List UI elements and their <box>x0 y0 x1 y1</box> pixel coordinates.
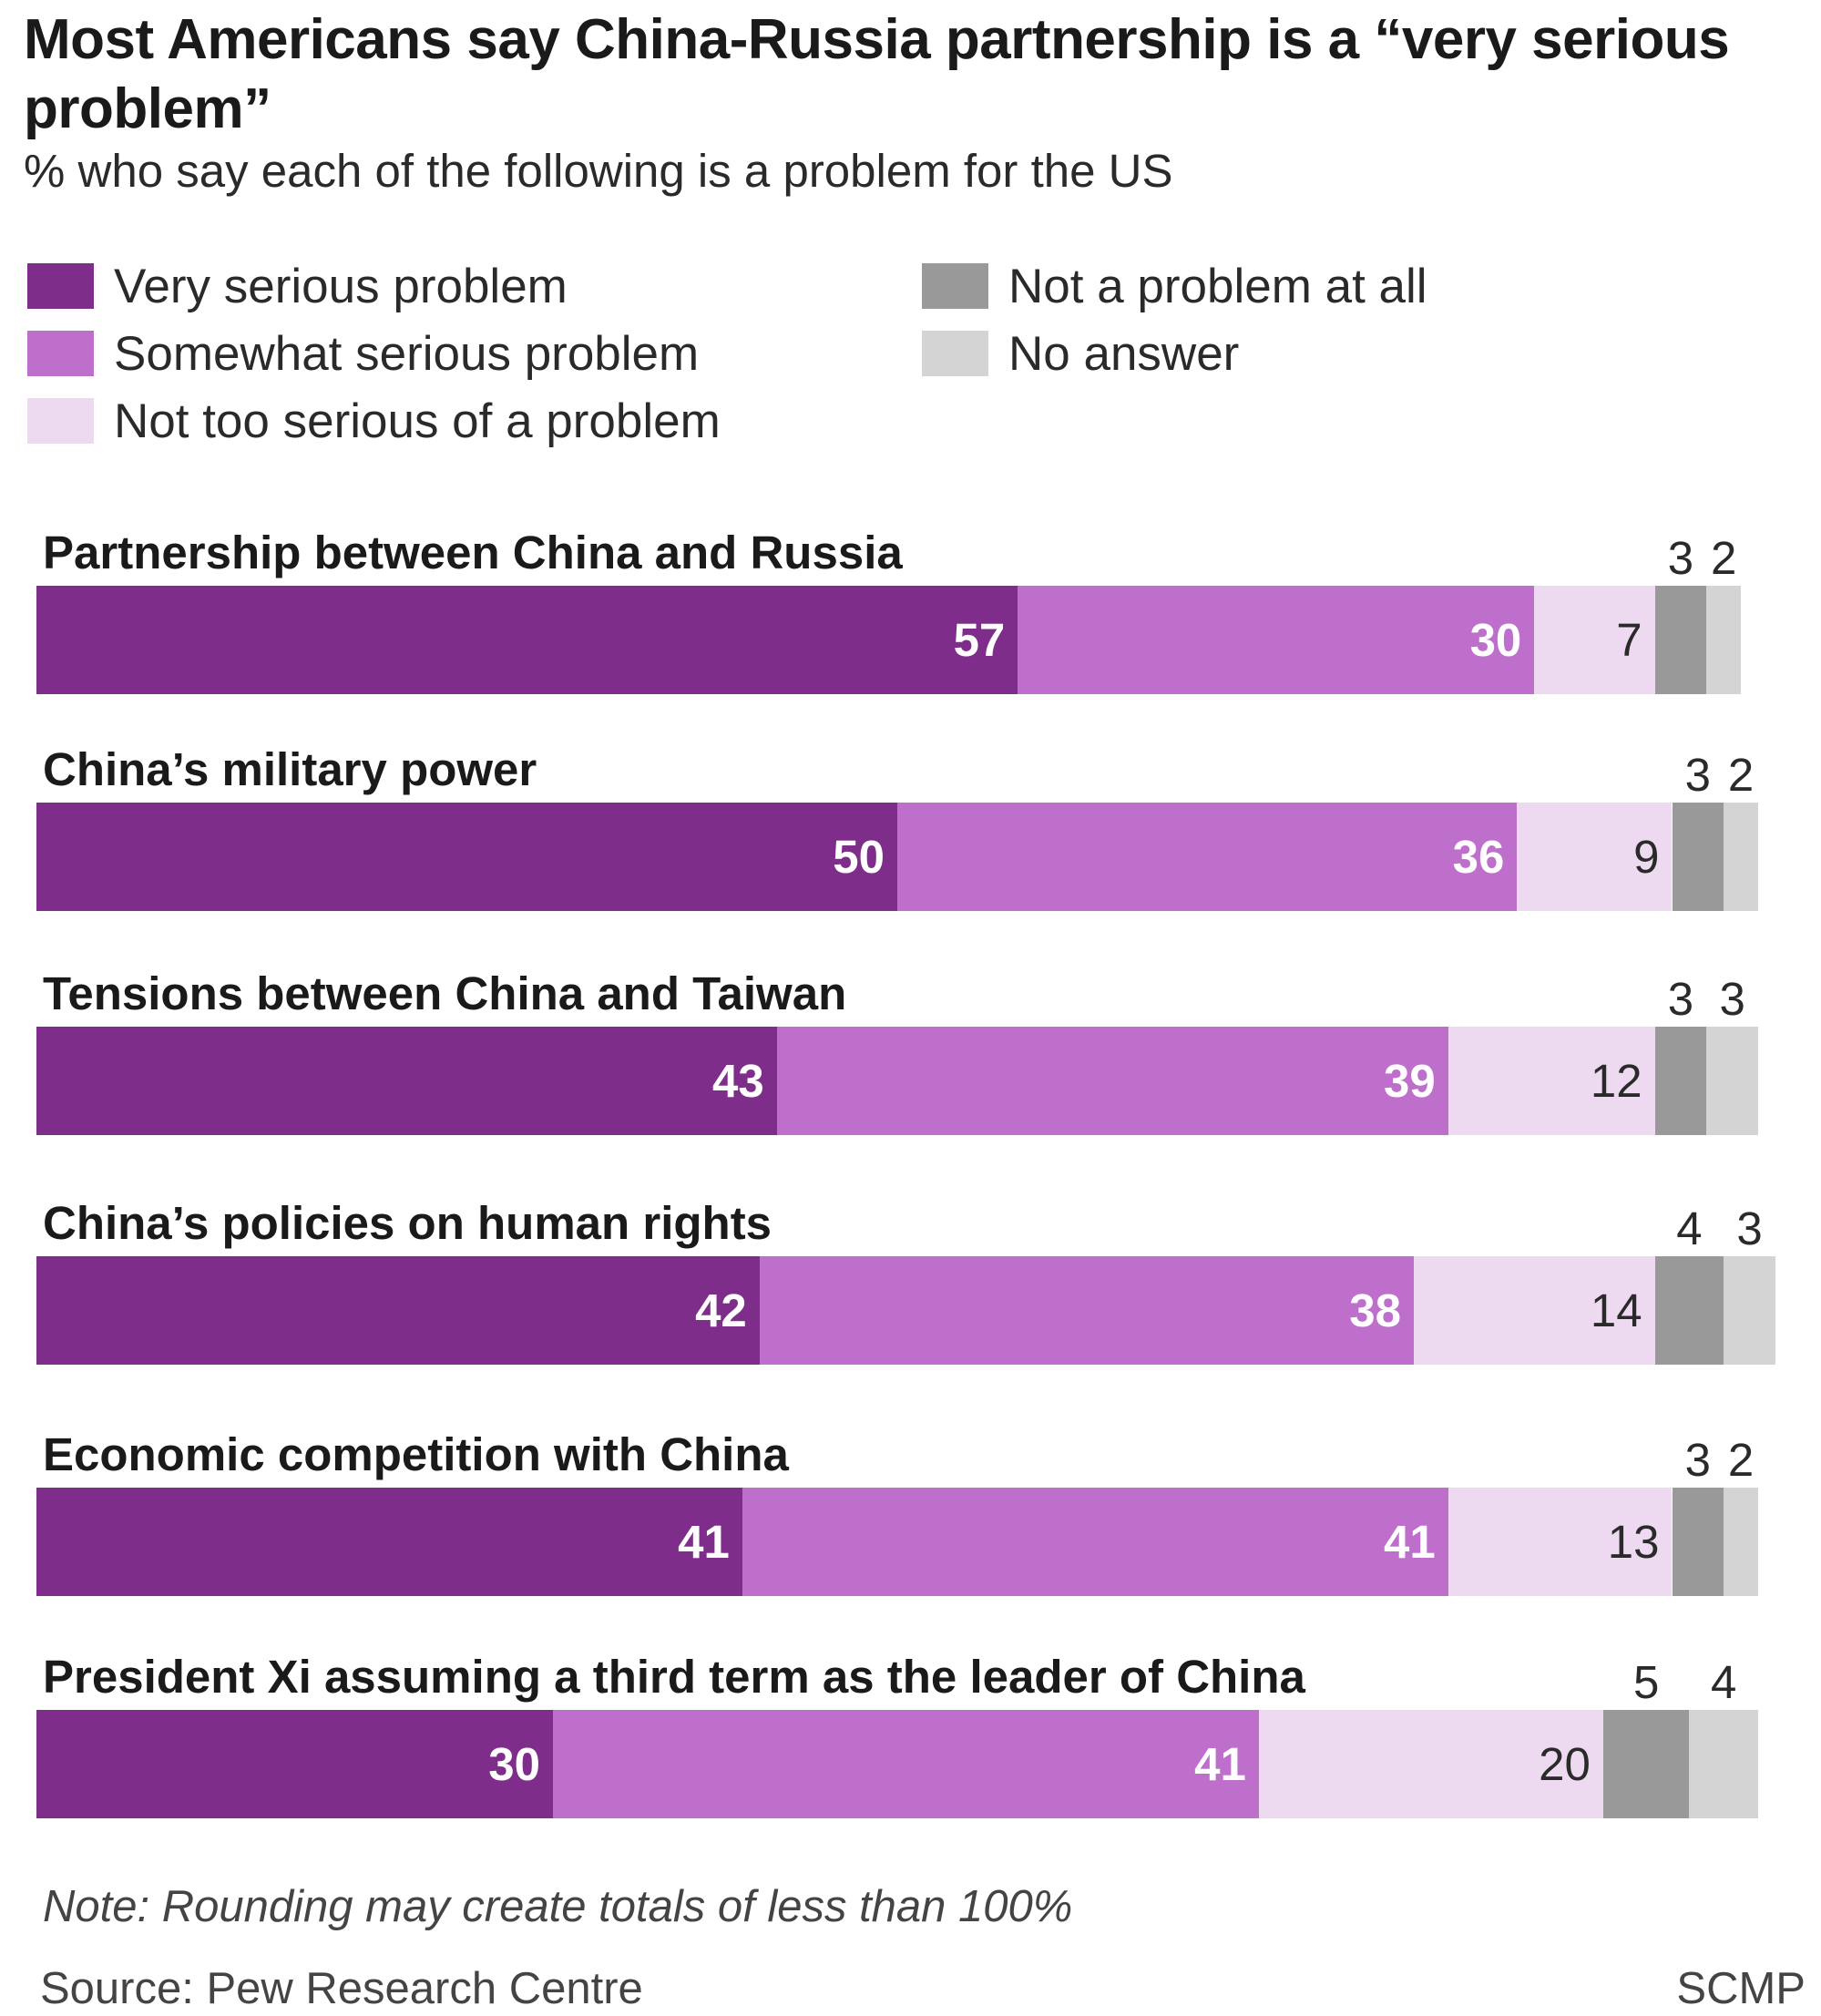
legend-swatch <box>922 263 988 309</box>
data-label: 30 <box>1469 614 1522 666</box>
legend-swatch <box>922 331 988 376</box>
data-label: 12 <box>1590 1055 1642 1107</box>
data-label: 39 <box>1384 1055 1436 1107</box>
bar-segment: 38 <box>759 1256 1414 1365</box>
bar-segment: 12 <box>1448 1027 1655 1135</box>
bar-segment <box>1689 1710 1758 1818</box>
chart-title: Most Americans say China-Russia partners… <box>24 8 1730 140</box>
bar-segment: 30 <box>1018 586 1535 694</box>
bar-segment: 39 <box>776 1027 1448 1135</box>
bar-segment: 57 <box>36 586 1018 694</box>
bar-segment <box>1706 1027 1758 1135</box>
legend-swatch <box>27 263 94 309</box>
data-label: 41 <box>678 1516 730 1568</box>
data-label: 7 <box>1616 614 1642 666</box>
data-label: 3 <box>1719 973 1745 1025</box>
data-label: 14 <box>1590 1284 1642 1336</box>
legend-label: Somewhat serious problem <box>114 326 700 381</box>
bar-segment: 41 <box>36 1488 742 1596</box>
bar-segment: 7 <box>1534 586 1655 694</box>
data-label: 36 <box>1452 831 1505 883</box>
bar-segment: 14 <box>1414 1256 1655 1365</box>
bar-segment: 43 <box>36 1027 777 1135</box>
bar-segment: 41 <box>742 1488 1448 1596</box>
legend-item: Not a problem at all <box>922 259 1427 313</box>
data-label: 2 <box>1711 532 1737 584</box>
data-label: 41 <box>1194 1738 1246 1790</box>
bar-segment <box>1654 1256 1724 1365</box>
bar-segment: 50 <box>36 803 897 911</box>
category-label: Economic competition with China <box>43 1428 789 1480</box>
data-label: 3 <box>1684 1434 1712 1486</box>
bar-segment: 13 <box>1448 1488 1673 1596</box>
bar-segment <box>1672 803 1724 911</box>
category-label: China’s military power <box>43 743 537 795</box>
legend-item: No answer <box>922 326 1239 381</box>
data-label: 3 <box>1667 532 1694 584</box>
bar-segment: 36 <box>897 803 1518 911</box>
bar-segment: 30 <box>36 1710 553 1818</box>
category-label: Tensions between China and Taiwan <box>43 967 847 1019</box>
data-label: 30 <box>488 1738 540 1790</box>
data-label: 57 <box>953 614 1006 666</box>
footnote: Note: Rounding may create totals of less… <box>43 1882 1073 1931</box>
data-label: 3 <box>1684 749 1712 801</box>
data-label: 3 <box>1667 973 1694 1025</box>
legend-swatch <box>27 331 94 376</box>
legend-label: Not a problem at all <box>1008 259 1427 313</box>
category-label: President Xi assuming a third term as th… <box>43 1651 1305 1703</box>
legend-item: Somewhat serious problem <box>27 326 699 381</box>
legend-label: Very serious problem <box>114 259 568 313</box>
bar-segment <box>1724 803 1758 911</box>
category-label: China’s policies on human rights <box>43 1197 772 1249</box>
data-label: 42 <box>695 1284 747 1336</box>
data-label: 3 <box>1736 1202 1763 1254</box>
source-credit: Source: Pew Research Centre <box>40 1964 643 2013</box>
publisher-brand: SCMP <box>1676 1964 1806 2013</box>
data-label: 2 <box>1727 1434 1755 1486</box>
bar-segment <box>1672 1488 1724 1596</box>
data-label: 20 <box>1539 1738 1591 1790</box>
data-label: 9 <box>1633 831 1660 883</box>
data-label: 4 <box>1711 1656 1737 1708</box>
data-label: 38 <box>1349 1284 1401 1336</box>
legend-item: Very serious problem <box>27 259 568 313</box>
chart-subtitle: % who say each of the following is a pro… <box>24 145 1173 197</box>
data-label: 43 <box>711 1055 764 1107</box>
category-label: Partnership between China and Russia <box>43 527 903 578</box>
data-label: 41 <box>1384 1516 1436 1568</box>
data-label: 50 <box>833 831 885 883</box>
bar-segment: 42 <box>36 1256 760 1365</box>
legend-swatch <box>27 398 94 444</box>
legend-item: Not too serious of a problem <box>27 394 721 448</box>
bar-segment <box>1654 1027 1707 1135</box>
bar-segment <box>1706 586 1742 694</box>
legend-label: Not too serious of a problem <box>114 394 721 448</box>
bar-segment <box>1724 1256 1775 1365</box>
data-label: 4 <box>1676 1202 1703 1254</box>
data-label: 2 <box>1727 749 1755 801</box>
bar-segment: 20 <box>1258 1710 1603 1818</box>
legend-label: No answer <box>1008 326 1240 381</box>
bar-segment <box>1724 1488 1758 1596</box>
data-label: 13 <box>1607 1516 1660 1568</box>
data-label: 5 <box>1632 1656 1660 1708</box>
bar-segment: 9 <box>1517 803 1673 911</box>
bar-segment: 41 <box>553 1710 1259 1818</box>
bar-segment <box>1654 586 1707 694</box>
bar-segment <box>1602 1710 1690 1818</box>
